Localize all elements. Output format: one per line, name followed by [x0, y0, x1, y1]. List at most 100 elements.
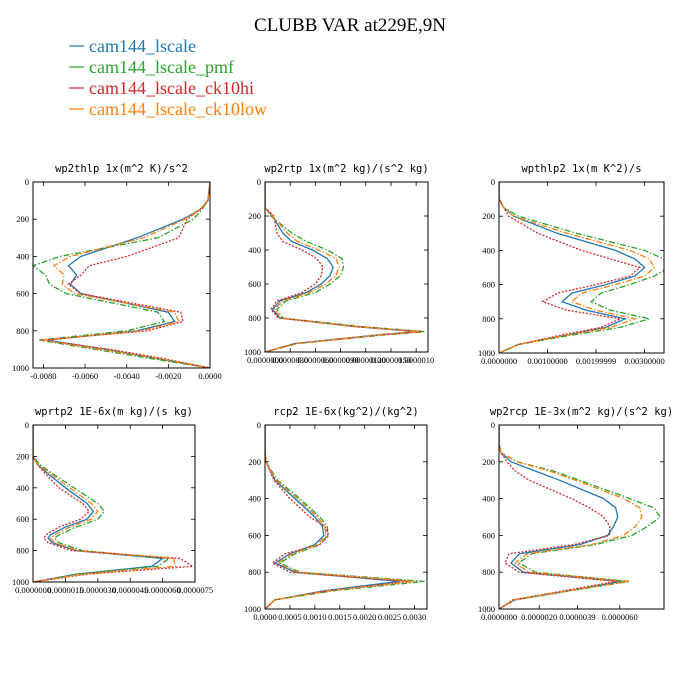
legend-label-cam144_lscale_ck10hi: cam144_lscale_ck10hi [89, 78, 254, 98]
panel-4-ytick-label: 600 [16, 514, 29, 524]
legend-label-cam144_lscale: cam144_lscale [89, 36, 196, 56]
panel-1-xtick-label: -0.0080 [30, 371, 56, 381]
panel-5-xtick-label: 0.0000 [253, 612, 276, 622]
panel-6-ytick-label: 400 [482, 494, 495, 504]
panel-6-xtick-label: 0.0000020 [521, 612, 557, 622]
panel-2-series-cam144_lscale [265, 182, 417, 352]
panel-5-ytick-label: 1000 [244, 604, 261, 614]
panel-6-series-cam144_lscale_ck10hi [499, 425, 616, 609]
panel-4-xtick-label: 0.0000015 [47, 585, 83, 595]
panel-1-series-cam144_lscale_ck10hi [41, 182, 210, 368]
panel-4-xtick-label: 0.0000045 [112, 585, 148, 595]
panel-3-xtick-label: 0.00300000 [624, 356, 664, 366]
panel-3-frame [498, 181, 665, 354]
panel-6-xtick-label: 0.0000000 [481, 612, 517, 622]
panel-2-xtick-label: 0.0000060 [297, 355, 333, 365]
panel-6-ytick-label: 800 [482, 567, 495, 577]
panel-6-xtick-label: 0.0000060 [602, 612, 638, 622]
panel-1-frame [32, 181, 211, 369]
panel-1-title: wp2thlp 1x(m^2 K)/s^2 [55, 163, 188, 175]
panel-2-ytick-label: 1000 [244, 347, 261, 357]
panel-2: wp2rtp 1x(m^2 kg)/(s^2 kg)0 200 400 600 800 1… [244, 163, 434, 365]
panel-3-series-cam144_lscale_ck10low [499, 182, 656, 353]
panel-6-ytick-label: 1000 [478, 604, 495, 614]
panel-2-xtick-label: 0.00000150 [371, 355, 411, 365]
panel-1-xtick-label: -0.0040 [114, 371, 140, 381]
panel-2-xtick-label: 0.0000000 [247, 355, 283, 365]
panel-6-ytick-label: 200 [482, 457, 495, 467]
panel-3-xtick-label: 0.0000000 [481, 356, 517, 366]
panel-5-xtick-label: 0.0005 [278, 612, 301, 622]
panel-4-ytick-label: 0 [25, 420, 29, 430]
panel-1-ytick-label: 800 [16, 326, 29, 336]
panel-1: wp2thlp 1x(m^2 K)/s^202004006008001000-0… [12, 163, 222, 381]
panel-5-xtick-label: 0.0020 [353, 612, 376, 622]
panel-3-ytick-label: 1000 [478, 348, 495, 358]
panel-5-series-cam144_lscale [265, 425, 400, 609]
panel-2-title: wp2rtp 1x(m^2 kg)/(s^2 kg) [264, 163, 428, 175]
panel-5-title: rcp2 1E-6x(kg^2)/(kg^2) [273, 406, 418, 418]
panel-3-title: wpthlp2 1x(m K^2)/s [521, 163, 641, 175]
panel-2-xtick-label: 0.0000090 [323, 355, 359, 365]
panel-4-xtick-label: 0.0000030 [80, 585, 116, 595]
panel-1-xtick-label: -0.0020 [155, 371, 181, 381]
legend-label-cam144_lscale_ck10low: cam144_lscale_ck10low [89, 99, 267, 119]
panel-1-ytick-label: 600 [16, 289, 29, 299]
panels: wp2thlp 1x(m^2 K)/s^202004006008001000-0… [12, 163, 673, 622]
panel-1-ytick-label: 400 [16, 251, 29, 261]
panel-5-frame [264, 424, 428, 610]
panel-4: wprtp2 1E-6x(m kg)/(s kg) 0 200 400 600 800 10… [12, 406, 213, 595]
panel-6-series-cam144_lscale [499, 425, 622, 609]
panel-4-title: wprtp2 1E-6x(m kg)/(s kg) [35, 406, 193, 418]
panel-1-ytick-label: 1000 [12, 363, 29, 373]
panel-4-series-cam144_lscale_ck10low [33, 425, 177, 582]
panel-2-xtick-label: 0.00000120 [346, 355, 386, 365]
panel-6-title: wp2rcp 1E-3x(m^2 kg)/(s^2 kg) [490, 406, 673, 418]
panel-1-xtick-label: -0.0060 [72, 371, 98, 381]
panel-4-ytick-label: 1000 [12, 577, 29, 587]
panel-5-series-cam144_lscale_pmf [265, 425, 425, 609]
panel-2-series-cam144_lscale_ck10low [265, 182, 420, 352]
panel-1-ytick-label: 0 [25, 177, 29, 187]
panel-1-series-cam144_lscale [47, 182, 210, 368]
figure-title: CLUBB VAR at229E,9N [254, 15, 446, 36]
panel-3: wpthlp2 1x(m K^2)/s020040060080010000.00… [478, 163, 665, 366]
panel-3-xtick-label: 0.00199999 [576, 356, 616, 366]
panel-5-series-cam144_lscale_ck10low [265, 425, 415, 609]
panel-5-series-cam144_lscale_ck10hi [265, 425, 410, 609]
legend: cam144_lscalecam144_lscale_pmfcam144_lsc… [69, 36, 267, 119]
panel-6: wp2rcp 1E-3x(m^2 kg)/(s^2 kg) 0 200 400 600 8… [478, 406, 673, 622]
panel-5-ytick-label: 200 [248, 457, 261, 467]
panel-3-series-cam144_lscale [499, 182, 646, 353]
panel-3-ytick-label: 200 [482, 211, 495, 221]
panel-1-xtick-label: 0.0000 [198, 371, 221, 381]
panel-3-ytick-label: 0 [491, 177, 495, 187]
panel-3-ytick-label: 600 [482, 280, 495, 290]
panel-2-ytick-label: 400 [248, 245, 261, 255]
panel-5-ytick-label: 600 [248, 530, 261, 540]
panel-3-series-cam144_lscale_pmf [499, 182, 664, 353]
panel-3-xtick-label: 0.00100000 [527, 356, 567, 366]
panel-2-ytick-label: 0 [257, 177, 261, 187]
panel-6-ytick-label: 600 [482, 530, 495, 540]
legend-label-cam144_lscale_pmf: cam144_lscale_pmf [89, 57, 234, 77]
panel-5-xtick-label: 0.0025 [378, 612, 401, 622]
panel-2-ytick-label: 200 [248, 211, 261, 221]
panel-2-xtick-label: 0.0000030 [272, 355, 308, 365]
panel-4-ytick-label: 200 [16, 451, 29, 461]
panel-2-series-cam144_lscale_pmf [265, 182, 426, 352]
panel-5-ytick-label: 400 [248, 494, 261, 504]
panel-4-xtick-label: 0.0000000 [15, 585, 51, 595]
panel-4-frame [32, 424, 196, 583]
panel-2-ytick-label: 600 [248, 279, 261, 289]
panel-1-series-cam144_lscale_ck10low [43, 182, 210, 368]
panel-5-xtick-label: 0.0030 [403, 612, 426, 622]
panel-4-xtick-label: 0.0000075 [177, 585, 213, 595]
panel-4-series-cam144_lscale_ck10hi [33, 425, 195, 582]
panel-3-ytick-label: 400 [482, 245, 495, 255]
panel-5-xtick-label: 0.0010 [303, 612, 326, 622]
panel-5: rcp2 1E-6x(kg^2)/(kg^2) 0 200 400 600 800 1000… [244, 406, 428, 622]
panel-4-ytick-label: 800 [16, 546, 29, 556]
panel-6-ytick-label: 0 [491, 420, 495, 430]
